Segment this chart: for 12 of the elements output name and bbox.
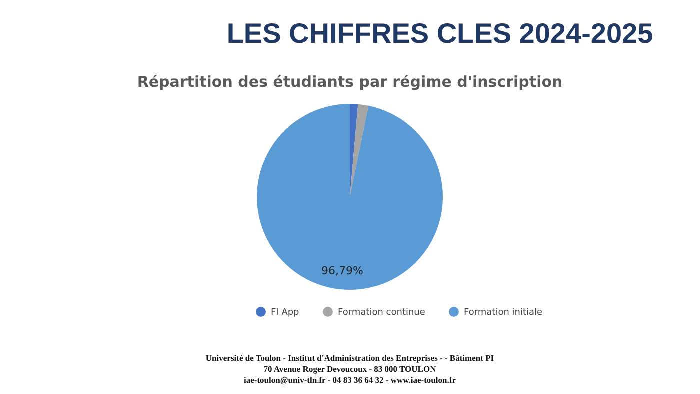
legend-label: Formation continue [338,308,426,318]
chart-title: LES CHIFFRES CLES 2024-2025 [226,18,654,50]
pie-slice [350,104,358,197]
legend-label: Formation initiale [464,308,544,318]
pie-slice [257,104,443,290]
chart-subtitle: Répartition des étudiants par régime d'inscription [137,73,563,91]
pie-slice [350,104,369,197]
legend-label: FI App [271,308,300,318]
text: 70 Avenue Roger Devoucoux - 83 000 TOULON [262,364,438,375]
data-label: 96,79% [321,264,364,278]
text: Université de Toulon - Institut d'Administration des Entreprises - - Bâtiment PI [204,353,496,364]
text: iae-toulon@univ-tln.fr - 04 83 36 64 32 - www.iae-toulon.fr [243,375,457,386]
